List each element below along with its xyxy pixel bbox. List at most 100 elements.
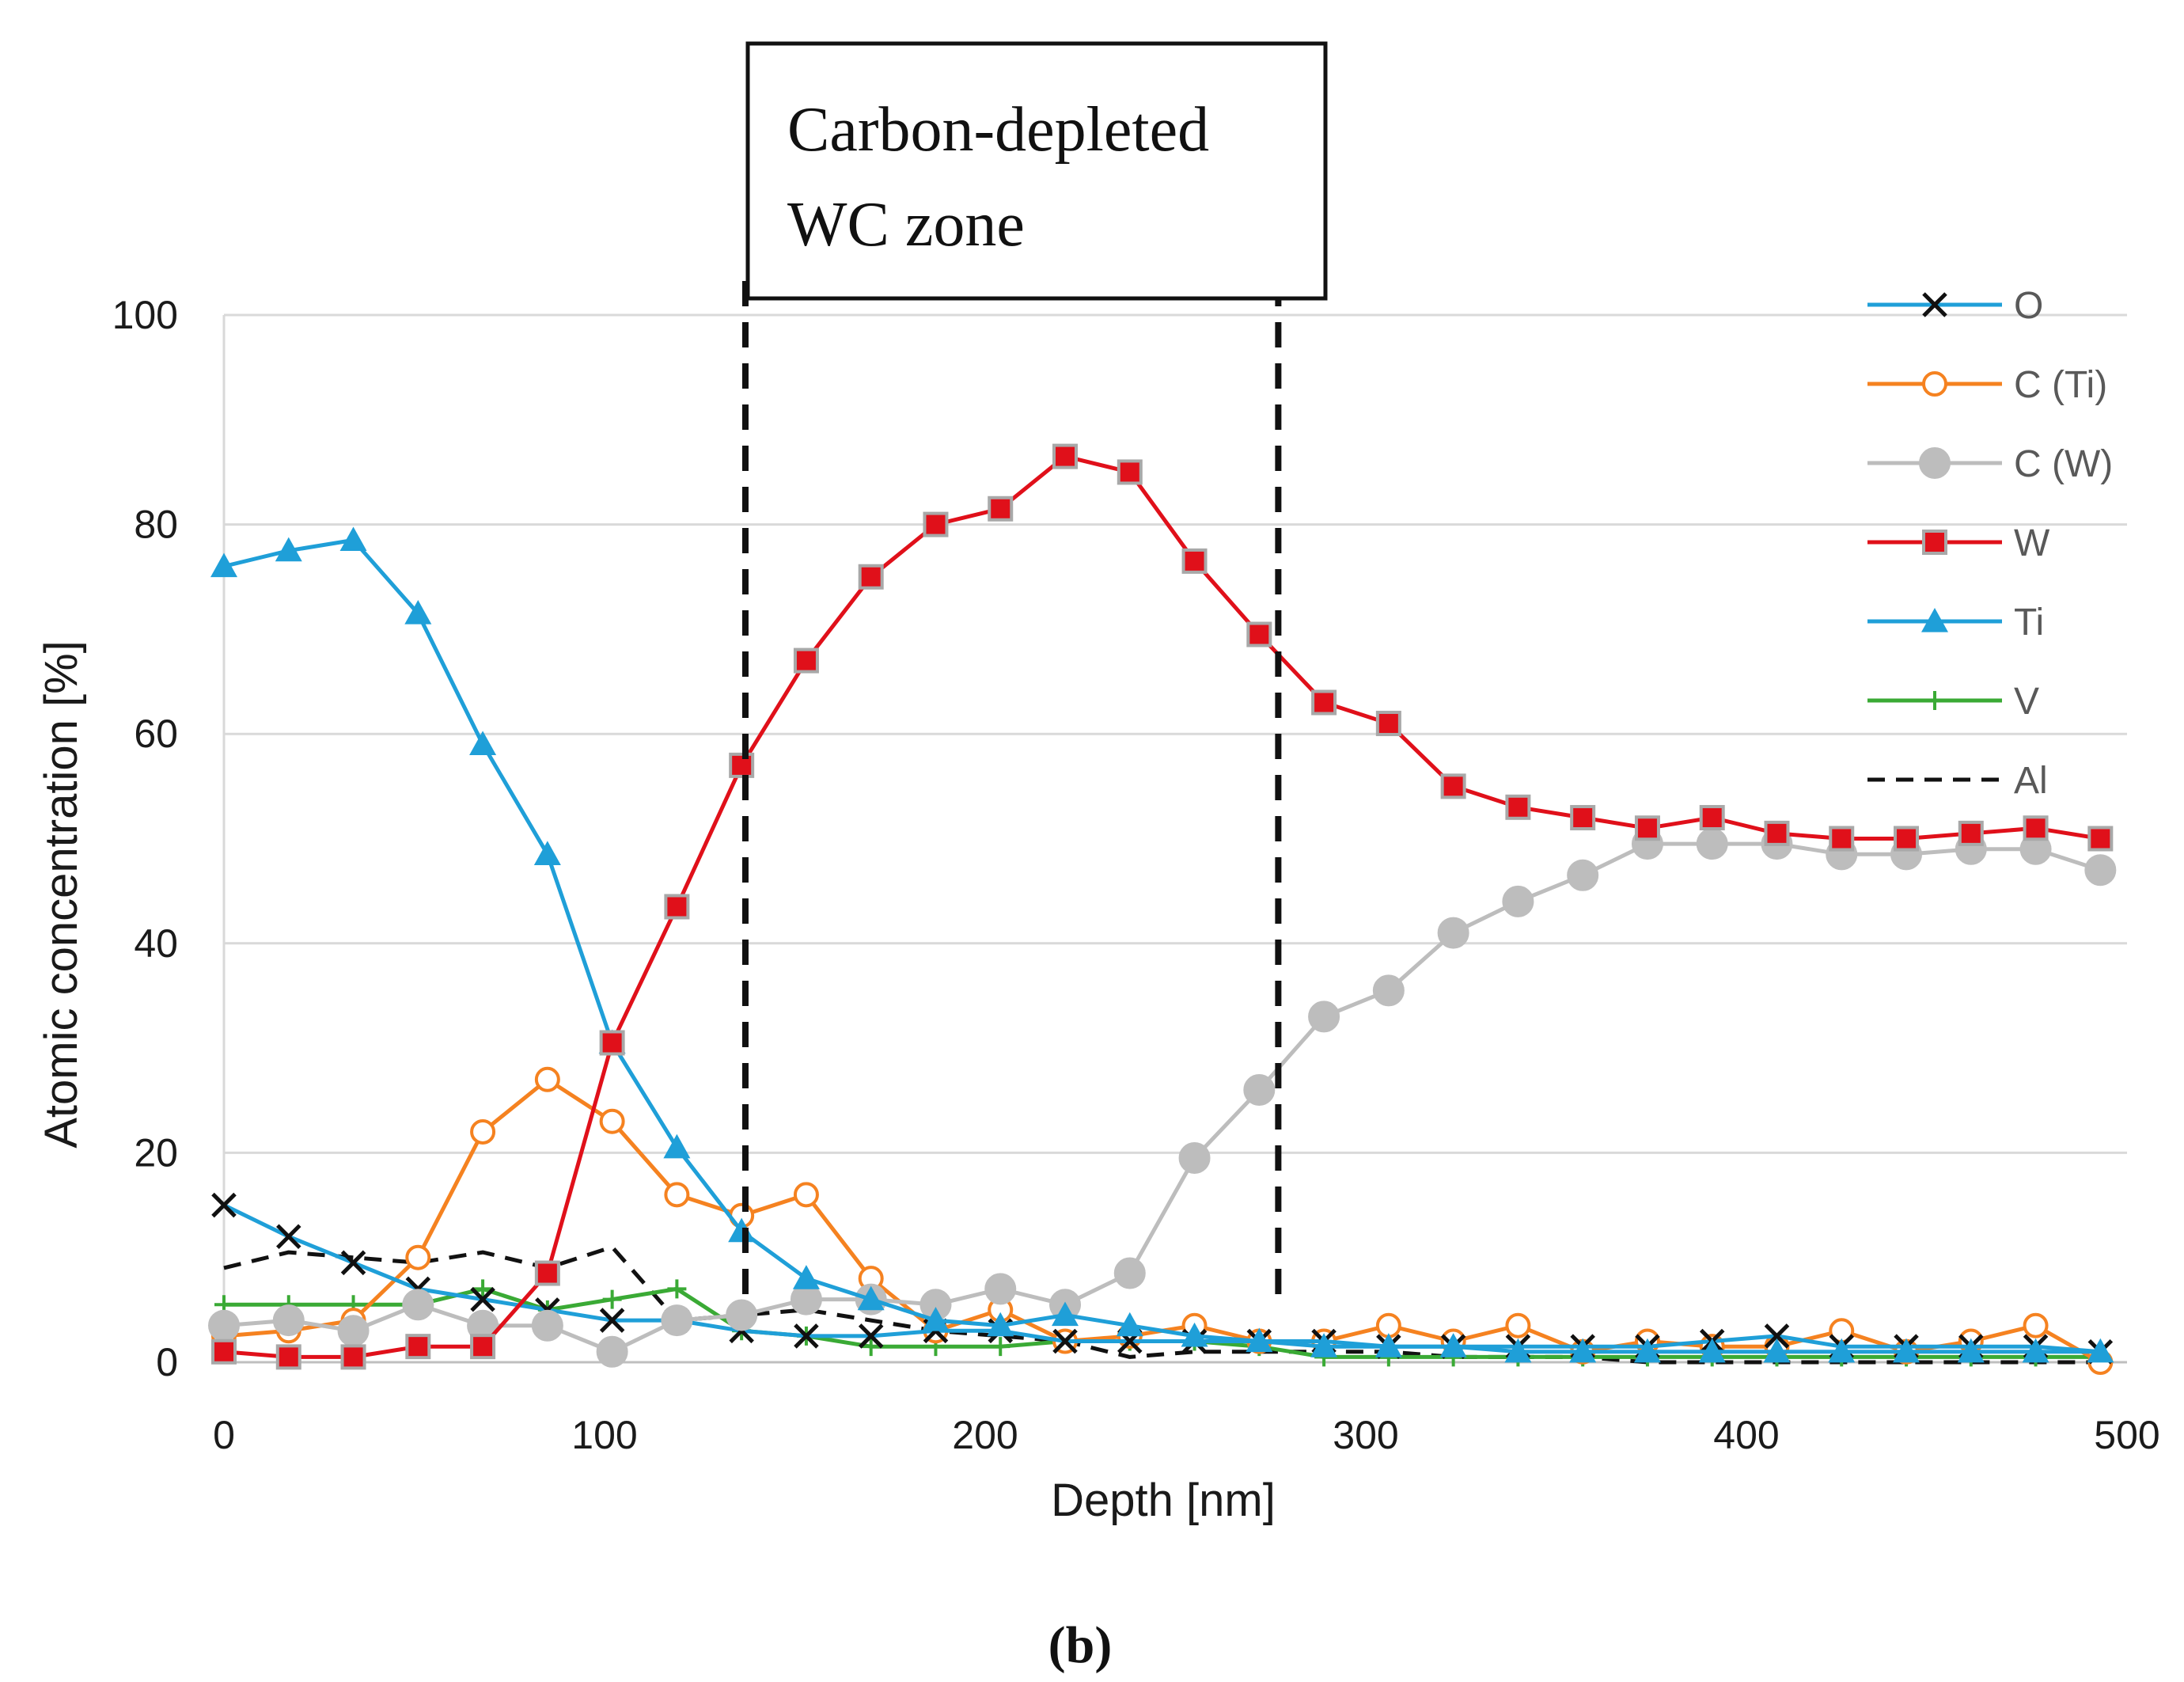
legend-item-v: V — [1867, 681, 2039, 723]
x-axis-title: Depth [nm] — [1051, 1475, 1276, 1526]
marker-w — [534, 1260, 560, 1286]
marker-ti — [1893, 1338, 1920, 1363]
marker-w — [405, 1334, 431, 1360]
legend-label-ti: Ti — [2014, 602, 2044, 644]
marker-v — [1925, 691, 1944, 710]
marker-ti — [1633, 1338, 1661, 1363]
line-w — [223, 454, 2101, 1359]
marker-ti — [1052, 1301, 1079, 1327]
marker-ti — [404, 600, 432, 625]
line-o — [222, 1203, 2101, 1354]
legend-label-o: O — [2014, 285, 2043, 327]
marker-w — [599, 1030, 625, 1056]
marker-w — [2087, 826, 2114, 852]
marker-w — [988, 495, 1014, 522]
marker-w — [1117, 459, 1143, 485]
marker-o — [211, 1192, 237, 1218]
marker-v — [667, 1279, 687, 1299]
marker-c-ti- — [599, 1108, 625, 1134]
marker-c-ti- — [2023, 1312, 2049, 1338]
zone-annotation: Carbon-depleted WC zone — [745, 41, 1328, 301]
marker-w — [1052, 443, 1079, 469]
marker-c-w- — [1113, 1257, 1146, 1289]
marker-w — [470, 1334, 496, 1360]
y-tick-labels: 0 20 40 60 80 100 — [112, 293, 178, 1384]
y-tick-40: 40 — [134, 921, 178, 966]
marker-w — [2023, 815, 2049, 841]
marker-w — [1699, 805, 1725, 831]
marker-w — [1634, 815, 1660, 841]
marker-c-w- — [596, 1335, 628, 1368]
marker-c-w- — [1567, 859, 1599, 891]
legend-label-c-w: C (W) — [2014, 443, 2113, 485]
legend-label-c-ti: C (Ti) — [2014, 364, 2107, 406]
marker-c-w- — [1696, 828, 1728, 860]
marker-c-w- — [1372, 974, 1405, 1007]
x-tick-300: 300 — [1333, 1413, 1398, 1457]
marker-w — [1829, 826, 1855, 852]
marker-w — [729, 752, 755, 778]
marker-ti — [1569, 1338, 1597, 1363]
marker-ti — [1374, 1333, 1402, 1357]
marker-c-w- — [1243, 1074, 1276, 1107]
series-c-w — [208, 828, 2117, 1368]
legend-item-c-ti: C (Ti) — [1867, 364, 2107, 406]
marker-c-w- — [531, 1309, 563, 1342]
x-tick-500: 500 — [2094, 1413, 2159, 1457]
marker-ti — [1504, 1338, 1532, 1363]
marker-ti — [663, 1133, 691, 1159]
legend-item-o: O — [1867, 285, 2043, 327]
marker-w — [1922, 530, 1947, 555]
marker-c-w- — [984, 1273, 1017, 1305]
marker-ti — [275, 537, 302, 562]
marker-w — [923, 511, 949, 537]
marker-ti — [987, 1312, 1014, 1337]
marker-c-ti- — [664, 1182, 690, 1208]
zone-annotation-box — [745, 41, 1328, 301]
marker-ti — [1246, 1327, 1273, 1353]
marker-o — [599, 1308, 625, 1333]
marker-o — [1922, 292, 1947, 317]
marker-ti — [2087, 1338, 2114, 1363]
marker-ti — [1116, 1312, 1143, 1337]
panel-label: (b) — [1048, 1616, 1113, 1674]
marker-o — [1764, 1323, 1790, 1349]
y-tick-80: 80 — [134, 503, 178, 547]
marker-ti — [1439, 1333, 1467, 1357]
marker-ti — [792, 1265, 820, 1289]
y-axis-title: Atomic concentration [%] — [36, 640, 87, 1149]
marker-w — [1246, 621, 1272, 647]
marker-o — [340, 1250, 366, 1276]
marker-c-ti- — [470, 1118, 496, 1145]
marker-c-ti- — [793, 1182, 819, 1208]
marker-w — [1894, 826, 1920, 852]
marker-c-w- — [1178, 1142, 1211, 1175]
marker-v — [861, 1337, 881, 1357]
marker-w — [1505, 794, 1531, 820]
marker-c-ti- — [1505, 1312, 1531, 1338]
marker-w — [858, 564, 884, 590]
marker-w — [1440, 773, 1466, 799]
marker-o — [858, 1323, 884, 1349]
marker-v — [602, 1289, 622, 1309]
marker-ti — [1921, 608, 1948, 632]
x-tick-0: 0 — [213, 1413, 235, 1457]
legend-item-w: W — [1867, 522, 2050, 564]
marker-c-ti- — [1922, 371, 1947, 397]
legend-label-w: W — [2014, 522, 2050, 564]
marker-o — [1052, 1328, 1078, 1354]
marker-c-ti- — [534, 1066, 560, 1092]
x-tick-200: 200 — [952, 1413, 1018, 1457]
zone-boundary-lines — [741, 281, 1282, 1298]
marker-c-w- — [1308, 1000, 1340, 1033]
marker-c-ti- — [405, 1244, 431, 1270]
legend: O C (Ti) C (W) W Ti V Al — [1867, 285, 2113, 802]
marker-ti — [857, 1285, 885, 1311]
marker-w — [664, 894, 690, 920]
marker-w — [1764, 820, 1790, 846]
legend-item-al: Al — [1867, 760, 2048, 802]
marker-w — [1570, 805, 1596, 831]
line-ti — [223, 537, 2101, 1354]
marker-w — [1311, 689, 1337, 716]
marker-c-w- — [726, 1299, 758, 1331]
